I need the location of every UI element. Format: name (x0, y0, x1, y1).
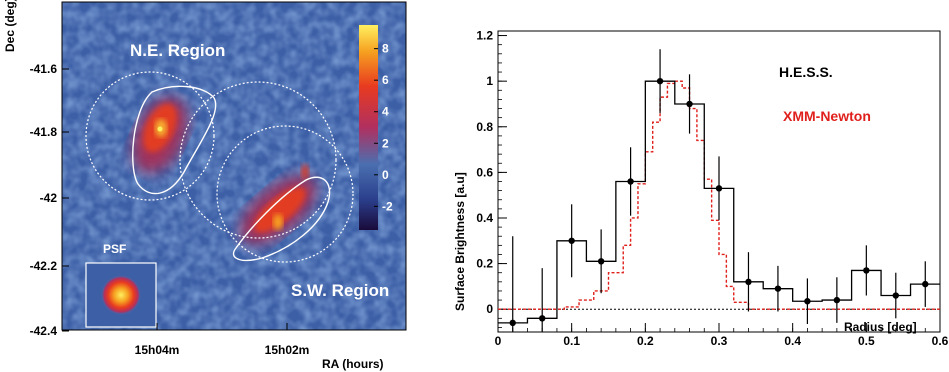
map-ticks: -41.6 -41.8 -42 -42.2 -42.4 15h04m 15h02m 8 6 4 2 0… (30, 42, 393, 357)
profile-x-tick-label: 0.1 (563, 334, 580, 348)
colorbar-tick-label: 6 (382, 73, 389, 87)
hess-point (804, 298, 811, 305)
legend-xmm: XMM-Newton (783, 108, 871, 124)
hess-point (863, 267, 870, 274)
profile-x-tick-label: 0.5 (858, 334, 875, 348)
psf-inset (85, 262, 157, 328)
map-y-tick-label: -42 (40, 191, 58, 205)
hess-point (892, 292, 899, 299)
significance-map: N.E. Region S.W. Region PSF RA (hours) D… (3, 0, 407, 371)
colorbar-tick-label: 2 (382, 136, 389, 150)
map-x-tick-label: 15h04m (135, 343, 180, 357)
hess-point (686, 100, 693, 108)
map-y-tick-label: -42.2 (30, 259, 58, 273)
profile-x-tick-label: 0.2 (637, 334, 654, 348)
radial-profile-plot: 0 0.2 0.4 0.6 0.8 1 1.2 0 0.1 0.2 0.3 0.4 0.5 0.6 H.E… (453, 29, 949, 348)
profile-x-tick-label: 0.3 (711, 334, 728, 348)
profile-x-tick-label: 0 (495, 334, 502, 348)
hess-point (597, 258, 605, 265)
profile-y-tick-label: 0.6 (476, 165, 493, 179)
map-y-tick-label: -42.4 (30, 324, 58, 338)
profile-y-tick-label: 0 (486, 302, 493, 316)
colorbar (359, 25, 378, 230)
sw-dashed-circle (216, 125, 354, 263)
hess-point (715, 185, 723, 192)
colorbar-tick-label: 0 (382, 168, 389, 182)
ne-region-label: N.E. Region (130, 41, 225, 60)
hess-point (656, 77, 664, 85)
sw-emission (240, 164, 316, 245)
hess-point (539, 315, 546, 322)
profile-y-tick-label: 1.2 (476, 29, 493, 43)
psf-label: PSF (103, 242, 126, 256)
hess-point (922, 280, 929, 288)
colorbar-tick-label: -2 (382, 199, 393, 213)
profile-y-axis-label: Surface Brightness [a.u] (453, 172, 467, 311)
hess-point (833, 296, 841, 304)
profile-y-tick-label: 0.2 (476, 257, 493, 271)
map-x-axis-label: RA (hours) (322, 357, 384, 371)
hess-series (498, 49, 940, 332)
map-y-tick-label: -41.6 (30, 62, 58, 76)
profile-x-tick-label: 0.4 (784, 334, 801, 348)
legend-hess: H.E.S.S. (779, 64, 833, 80)
hess-point (509, 319, 516, 327)
profile-x-tick-label: 0.6 (932, 334, 949, 348)
profile-y-tick-label: 0.8 (476, 120, 493, 134)
colorbar-tick-label: 4 (382, 105, 389, 119)
map-x-tick-label: 15h02m (265, 343, 310, 357)
ne-region-contour (132, 85, 217, 195)
hess-point (774, 285, 782, 292)
xmm-series (498, 80, 940, 310)
centre-dashed-circle (179, 81, 337, 239)
xmm-line (498, 80, 940, 310)
profile-y-tick-label: 1 (486, 74, 493, 88)
hess-point (568, 237, 575, 244)
ne-emission (132, 97, 188, 173)
hess-point (627, 178, 634, 185)
colorbar-tick-label: 8 (382, 42, 389, 56)
map-y-tick-label: -41.8 (30, 125, 58, 139)
profile-x-axis-label: Radius [deg] (844, 320, 917, 334)
sw-region-label: S.W. Region (291, 281, 389, 300)
map-y-axis-label: Dec (deg) (3, 0, 17, 52)
ne-dashed-circle (85, 71, 215, 201)
profile-y-tick-label: 0.4 (476, 211, 493, 225)
profile-ticks: 0 0.2 0.4 0.6 0.8 1 1.2 0 0.1 0.2 0.3 0.4 0.5 0.6 (476, 29, 948, 348)
hess-point (745, 278, 752, 286)
sw-region-contour (232, 176, 331, 262)
